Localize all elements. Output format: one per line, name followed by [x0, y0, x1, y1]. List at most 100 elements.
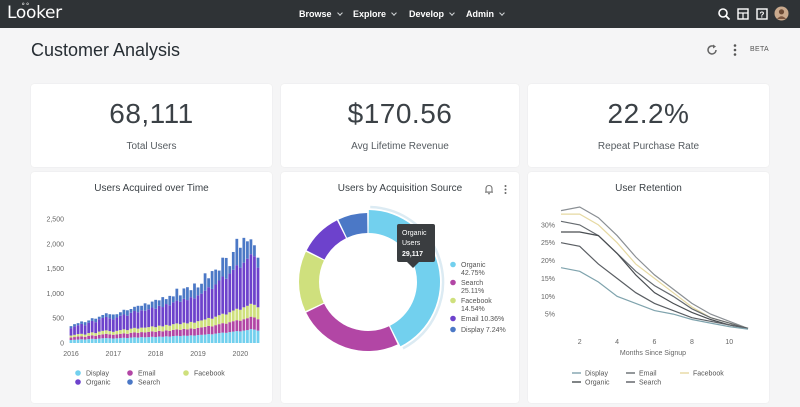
- y-tick-label: 0: [60, 341, 64, 348]
- bar-segment-email: [228, 322, 232, 333]
- bar-segment-email: [249, 316, 253, 330]
- bar-segment-organic: [214, 284, 218, 317]
- bar-segment-display: [200, 334, 203, 343]
- bar-segment-organic: [104, 316, 108, 331]
- bar-segment-organic: [140, 310, 143, 328]
- bar-segment-organic: [111, 319, 115, 332]
- bell-icon[interactable]: [484, 184, 494, 195]
- bar-segment-organic: [210, 288, 214, 319]
- bar-segment-organic: [108, 318, 112, 332]
- bar-segment-display: [157, 336, 161, 343]
- bar-segment-organic: [154, 308, 158, 328]
- bar-segment-display: [76, 339, 80, 343]
- bar-segment-search: [154, 299, 158, 309]
- legend-swatch: [450, 279, 456, 286]
- bar-segment-facebook: [83, 334, 87, 337]
- bar-segment-email: [182, 328, 186, 336]
- bar-segment-facebook: [101, 330, 105, 335]
- donut-slice-facebook: [299, 251, 324, 312]
- beta-badge: BETA: [750, 46, 769, 53]
- more-options-icon[interactable]: [732, 43, 738, 57]
- bar-segment-facebook: [186, 323, 189, 330]
- bar-segment-organic: [238, 267, 242, 310]
- bar-segment-organic: [157, 305, 161, 326]
- bar-segment-organic: [73, 326, 76, 335]
- bar-segment-email: [256, 319, 260, 331]
- bar-segment-facebook: [94, 333, 98, 336]
- bar-segment-facebook: [97, 331, 101, 335]
- bar-segment-search: [193, 283, 196, 299]
- bar-segment-facebook: [217, 315, 221, 325]
- bar-segment-display: [73, 339, 76, 343]
- bar-segment-display: [256, 330, 260, 343]
- bar-segment-facebook: [189, 321, 193, 329]
- looker-logo[interactable]: ∘∘ Looker: [7, 0, 62, 23]
- bar-segment-email: [76, 336, 80, 340]
- bar-segment-search: [253, 245, 256, 257]
- bar-segment-facebook: [80, 333, 83, 337]
- bar-segment-organic: [175, 300, 179, 324]
- bar-segment-search: [221, 257, 225, 277]
- bar-segment-facebook: [253, 304, 256, 318]
- help-icon[interactable]: ?: [755, 7, 769, 21]
- users-acquired-chart: 0 500 1,000 1,500 2,000 2,500 2016 2017 2018 2019…: [46, 217, 260, 387]
- bar-segment-organic: [235, 265, 239, 309]
- bar-segment-organic: [133, 311, 136, 328]
- bar-segment-display: [97, 338, 101, 343]
- bar-segment-display: [171, 336, 175, 343]
- legend-swatch: [127, 379, 133, 385]
- x-tick-label: 2019: [190, 351, 206, 358]
- more-options-icon[interactable]: [503, 184, 508, 195]
- bar-segment-facebook: [256, 307, 260, 320]
- bar-segment-display: [101, 338, 105, 343]
- bar-segment-search: [217, 270, 221, 281]
- bar-segment-search: [186, 287, 189, 301]
- bar-segment-organic: [122, 314, 126, 330]
- bar-segment-facebook: [143, 327, 147, 333]
- bar-segment-display: [249, 329, 253, 343]
- bar-segment-display: [186, 335, 189, 343]
- nav-admin[interactable]: Admin: [466, 0, 505, 28]
- bar-segment-organic: [101, 317, 105, 331]
- user-avatar[interactable]: [774, 6, 789, 21]
- tooltip-box: [397, 224, 435, 262]
- bar-segment-display: [246, 330, 249, 343]
- nav-develop[interactable]: Develop: [409, 0, 455, 28]
- refresh-icon[interactable]: [705, 43, 719, 57]
- legend-value: 25.11%: [461, 288, 484, 295]
- legend-label: Facebook: [194, 371, 225, 378]
- bar-segment-facebook: [122, 329, 126, 334]
- bar-segment-display: [136, 337, 140, 343]
- bar-segment-facebook: [161, 326, 165, 332]
- dashboard-icon[interactable]: [736, 7, 750, 21]
- bar-segment-organic: [136, 312, 140, 329]
- bar-segment-organic: [115, 317, 119, 331]
- bar-segment-email: [90, 335, 94, 339]
- bar-segment-search: [73, 324, 76, 327]
- bar-segment-search: [157, 300, 161, 306]
- bar-segment-email: [87, 335, 91, 340]
- tile-user-retention: User Retention 30% 25% 20% 15% 10% 5% 2 4 6 8 10 Mo…: [528, 172, 769, 403]
- legend-swatch: [183, 370, 189, 376]
- retention-line: [560, 267, 749, 330]
- bar-segment-organic: [119, 315, 122, 331]
- bar-segment-display: [235, 331, 239, 343]
- search-icon[interactable]: [717, 7, 731, 21]
- nav-browse[interactable]: Browse: [299, 0, 343, 28]
- bar-segment-email: [154, 331, 158, 338]
- bar-segment-search: [115, 314, 119, 318]
- chevron-down-icon: [449, 9, 455, 16]
- kpi-tile-avg-lifetime-revenue: $170.56 Avg Lifetime Revenue: [281, 84, 519, 167]
- bar-segment-search: [150, 301, 154, 308]
- bar-segment-search: [136, 305, 140, 313]
- bar-segment-display: [108, 338, 112, 343]
- acquisition-source-donut: OrganicUsers29,117Organic42.75%Search25.…: [299, 205, 506, 351]
- kpi-tile-repeat-purchase-rate: 22.2% Repeat Purchase Rate: [528, 84, 769, 167]
- bar-segment-organic: [171, 302, 175, 325]
- bar-segment-email: [224, 323, 228, 333]
- bar-segment-organic: [94, 322, 98, 334]
- nav-explore[interactable]: Explore: [353, 0, 397, 28]
- bar-segment-facebook: [76, 334, 80, 337]
- legend-label: Organic: [86, 380, 111, 387]
- kpi-label: Repeat Purchase Rate: [597, 141, 700, 152]
